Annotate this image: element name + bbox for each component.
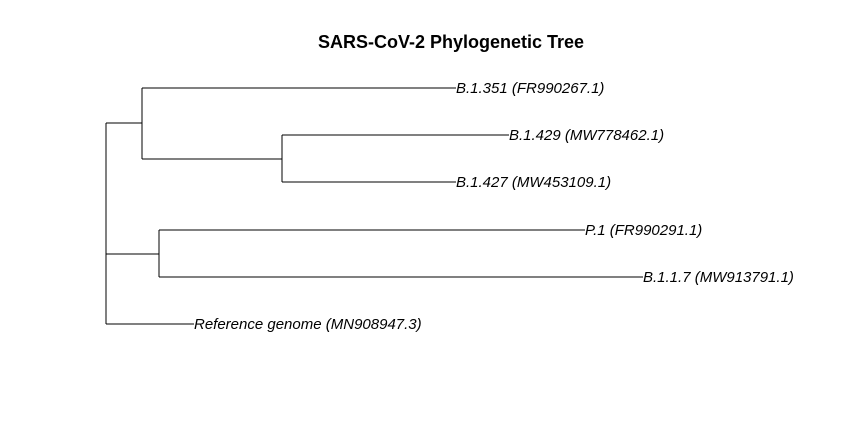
tip-label-p1: P.1 (FR990291.1) <box>585 222 702 239</box>
tip-label-b1351: B.1.351 (FR990267.1) <box>456 80 604 97</box>
tree-title: SARS-CoV-2 Phylogenetic Tree <box>318 32 584 52</box>
tip-label-b1427: B.1.427 (MW453109.1) <box>456 174 611 191</box>
tip-label-b1429: B.1.429 (MW778462.1) <box>509 127 664 144</box>
tip-label-b117: B.1.1.7 (MW913791.1) <box>643 269 794 286</box>
tip-label-reference: Reference genome (MN908947.3) <box>194 316 422 333</box>
